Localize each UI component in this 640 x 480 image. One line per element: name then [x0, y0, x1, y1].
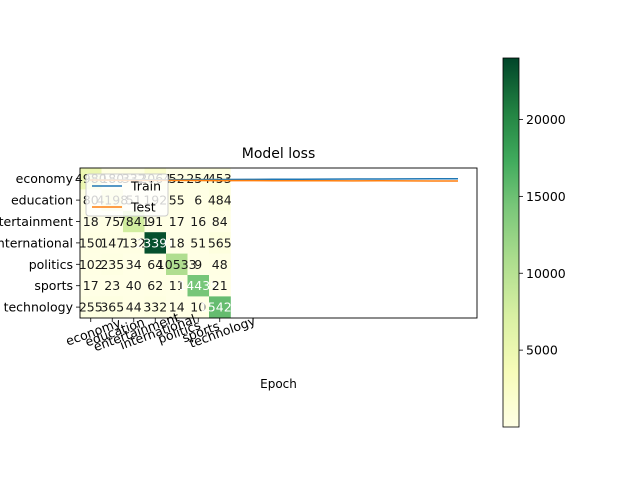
heatmap-cell	[80, 253, 102, 276]
y-tick-label: international	[0, 235, 73, 250]
heatmap-cell	[209, 253, 231, 276]
heatmap-cell	[187, 253, 210, 276]
cell-value-label: 40	[126, 278, 142, 293]
cell-value-label: 51	[190, 235, 206, 250]
heatmap-cell	[144, 275, 167, 297]
heatmap-cell	[166, 232, 188, 254]
heatmap-cell	[144, 296, 167, 319]
heatmap-cell	[80, 296, 102, 319]
cell-value-label: 17	[169, 214, 185, 229]
heatmap-cell	[101, 296, 124, 319]
heatmap-cell	[166, 210, 188, 233]
heatmap-cell	[187, 275, 210, 297]
y-tick-label: education	[11, 193, 73, 208]
cell-value-label: 255	[79, 300, 103, 315]
heatmap-cell	[101, 232, 124, 254]
colorbar-tick-label: 5000	[526, 343, 558, 358]
cell-value-label: 150	[79, 235, 103, 250]
cell-value-label: 62	[147, 278, 163, 293]
cell-value-label: 14439	[178, 278, 218, 293]
heatmap-cell	[144, 253, 167, 276]
heatmap-cell	[209, 189, 231, 212]
cell-value-label: 14	[169, 300, 185, 315]
cell-value-label: 235	[100, 257, 124, 272]
colorbar-tick-label: 15000	[526, 189, 566, 204]
cell-value-label: 7841	[118, 214, 150, 229]
legend-box	[85, 173, 169, 217]
cell-value-label: 18	[169, 235, 185, 250]
heatmap-cell	[187, 296, 210, 319]
heatmap-cell	[187, 210, 210, 233]
cell-value-label: 75	[104, 214, 120, 229]
heatmap-cell	[101, 253, 124, 276]
cell-value-label: 6	[194, 193, 202, 208]
heatmap-cell	[187, 189, 210, 212]
cell-value-label: 55	[169, 193, 185, 208]
heatmap-cell	[187, 232, 210, 254]
cell-value-label: 332	[143, 300, 167, 315]
cell-value-label: 10	[190, 300, 206, 315]
chart-title: Model loss	[242, 146, 316, 162]
legend: Train Test	[85, 173, 169, 217]
cell-value-label: 9	[194, 257, 202, 272]
heatmap-cell	[209, 232, 231, 254]
cell-value-label: 91	[147, 214, 163, 229]
heatmap-cell	[101, 275, 124, 297]
heatmap-cell	[166, 253, 188, 276]
heatmap-cell	[166, 189, 188, 212]
cell-value-label: 52	[169, 171, 185, 186]
cell-value-label: 23391	[135, 235, 175, 250]
colorbar	[502, 57, 520, 428]
cell-value-label: 254	[186, 171, 210, 186]
y-tick-label: economy	[16, 171, 74, 186]
heatmap-cell	[80, 275, 102, 297]
cell-value-label: 23	[104, 278, 120, 293]
heatmap-cell	[144, 232, 167, 254]
cell-value-label: 16	[190, 214, 206, 229]
cell-value-label: 10533	[157, 257, 197, 272]
legend-label: Train	[130, 179, 161, 194]
cell-value-label: 132	[122, 235, 146, 250]
heatmap-cell	[166, 168, 188, 190]
heatmap-cell	[209, 296, 231, 319]
y-tick-label: sports	[34, 278, 73, 293]
cell-value-label: 147	[100, 235, 124, 250]
cell-value-label: 84	[212, 214, 228, 229]
cell-value-label: 453	[208, 171, 232, 186]
heatmap-cell	[123, 296, 145, 319]
heatmap-cell	[209, 275, 231, 297]
heatmap-cell	[123, 232, 145, 254]
y-tick-label: entertainment	[0, 214, 73, 229]
cell-value-label: 44	[126, 300, 142, 315]
cell-value-label: 34	[126, 257, 142, 272]
heatmap-cell	[209, 210, 231, 233]
cell-value-label: 484	[208, 193, 232, 208]
cell-value-label: 102	[79, 257, 103, 272]
cell-value-label: 15420	[200, 300, 240, 315]
legend-label: Test	[130, 200, 156, 215]
heatmap-cell	[123, 275, 145, 297]
colorbar-tick-label: 20000	[526, 112, 566, 127]
y-tick-label: politics	[29, 257, 73, 272]
x-axis-label: Epoch	[260, 377, 297, 391]
heatmap-cell	[166, 296, 188, 319]
cell-value-label: 18	[83, 214, 99, 229]
colorbar-tick-label: 10000	[526, 266, 566, 281]
cell-value-label: 365	[100, 300, 124, 315]
cell-value-label: 48	[212, 257, 228, 272]
heatmap-cell	[166, 275, 188, 297]
y-tick-label: technology	[4, 300, 74, 315]
cell-value-label: 565	[208, 235, 232, 250]
cell-value-label: 17	[83, 278, 99, 293]
y-tick-labels: economy education entertainment internation…	[0, 171, 80, 315]
cell-value-label: 21	[212, 278, 228, 293]
cell-value-label: 64	[147, 257, 163, 272]
heatmap-cell	[80, 232, 102, 254]
heatmap-cell	[123, 253, 145, 276]
cell-value-label: 11	[169, 278, 185, 293]
colorbar-ticks: 5000 10000 15000 20000	[519, 112, 566, 358]
